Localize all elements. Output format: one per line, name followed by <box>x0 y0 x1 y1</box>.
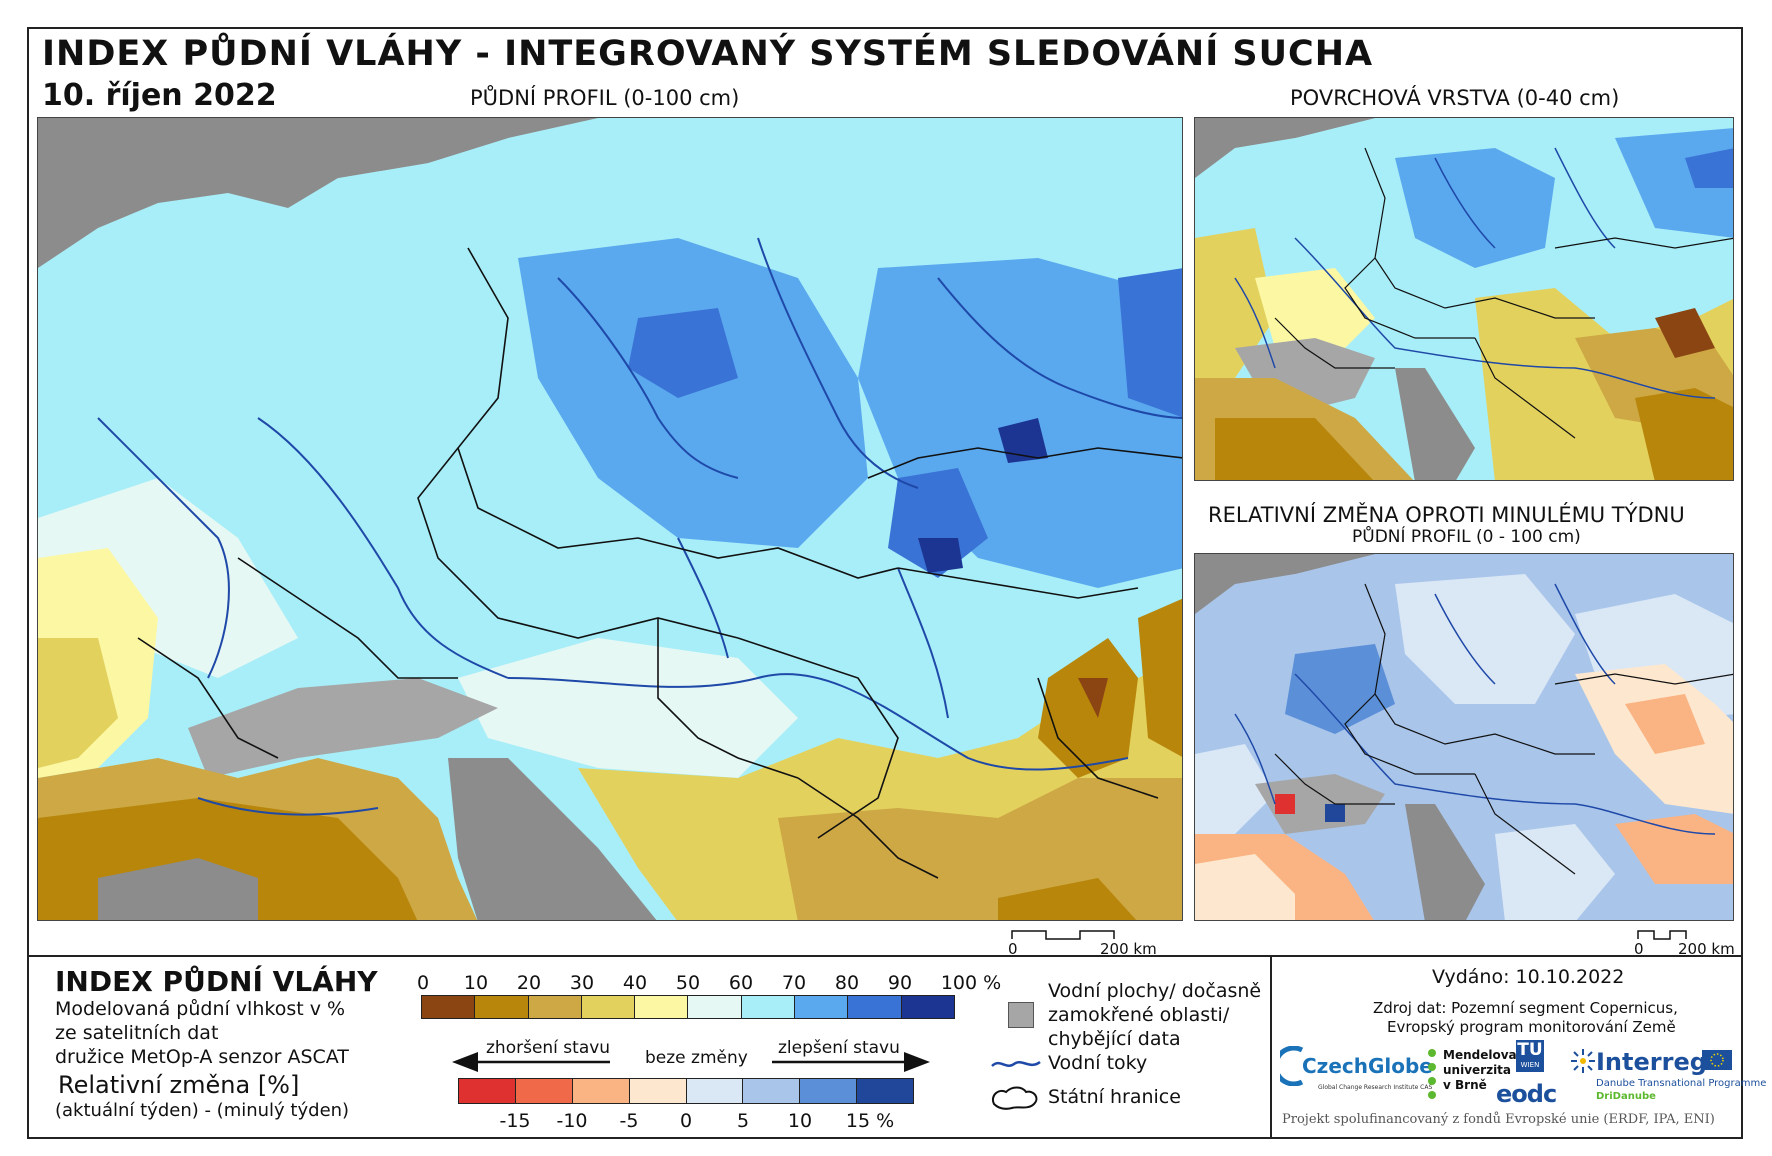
change-legend-title: Relativní změna [%] <box>58 1071 300 1099</box>
moisture-tick: 0 <box>416 972 430 994</box>
arrow-nochange-label: beze změny <box>645 1048 748 1068</box>
key-rivers-label: Vodní toky <box>1048 1052 1148 1074</box>
change-color-swatch <box>743 1079 801 1103</box>
change-color-swatch <box>572 1079 630 1103</box>
change-color-swatch <box>629 1079 687 1103</box>
change-color-swatch <box>459 1079 516 1103</box>
source-line-1: Zdroj dat: Pozemní segment Copernicus, <box>1373 999 1678 1017</box>
legend-panel <box>27 955 1743 1139</box>
change-tick: 5 <box>736 1110 750 1132</box>
moisture-tick: 100 % <box>940 972 1002 994</box>
moisture-color-swatch <box>741 996 796 1018</box>
moisture-tick: 40 <box>622 972 648 994</box>
moisture-tick: 50 <box>675 972 701 994</box>
main-scalebar-zero: 0 <box>1008 940 1018 958</box>
eu-flag-icon <box>1702 1050 1732 1070</box>
change-tick: -10 <box>556 1110 588 1132</box>
moisture-color-swatch <box>475 996 529 1018</box>
change-color-swatch <box>800 1079 858 1103</box>
change-color-swatch <box>515 1079 573 1103</box>
change-map-caption: RELATIVNÍ ZMĚNA OPROTI MINULÉMU TÝDNU <box>1208 503 1685 527</box>
main-scalebar <box>1010 928 1150 942</box>
main-scalebar-length: 200 km <box>1100 940 1157 958</box>
change-color-ramp <box>458 1078 914 1104</box>
key-water-line-3: chybějící data <box>1048 1028 1181 1050</box>
change-tick: 15 % <box>845 1110 895 1132</box>
water-area-swatch <box>1008 1002 1034 1028</box>
moisture-color-swatch <box>422 996 476 1018</box>
change-tick: -15 <box>499 1110 531 1132</box>
key-water-line-1: Vodní plochy/ dočasně <box>1048 980 1262 1002</box>
moisture-tick: 60 <box>728 972 754 994</box>
change-tick: 10 <box>787 1110 813 1132</box>
moisture-color-swatch <box>528 996 582 1018</box>
main-soil-moisture-map <box>37 117 1183 921</box>
eodc-logo: eodc <box>1496 1080 1557 1108</box>
relative-change-map <box>1194 553 1734 921</box>
change-color-swatch <box>686 1079 744 1103</box>
side-scalebar-length: 200 km <box>1678 940 1735 958</box>
issued-date: Vydáno: 10.10.2022 <box>1432 966 1625 988</box>
moisture-tick: 30 <box>569 972 595 994</box>
legend-divider <box>1270 955 1272 1139</box>
change-tick-labels: -15 -10 -5 0 5 10 15 % <box>458 1110 914 1132</box>
main-map-caption: PŮDNÍ PROFIL (0-100 cm) <box>470 86 740 110</box>
moisture-tick: 80 <box>834 972 860 994</box>
page-title: INDEX PŮDNÍ VLÁHY - INTEGROVANÝ SYSTÉM S… <box>42 34 1374 74</box>
moisture-tick: 20 <box>516 972 542 994</box>
arrow-worse-label: zhoršení stavu <box>486 1038 611 1058</box>
surface-map-caption: POVRCHOVÁ VRSTVA (0-40 cm) <box>1290 86 1620 110</box>
legend-desc-line-1: Modelovaná půdní vlhkost v % <box>55 998 346 1020</box>
moisture-color-swatch <box>901 996 954 1018</box>
legend-title: INDEX PŮDNÍ VLÁHY <box>55 965 378 998</box>
moisture-tick-labels: 0 10 20 30 40 50 60 70 80 90 100 % <box>417 972 1001 994</box>
source-line-2: Evropský program monitorování Země <box>1387 1018 1676 1036</box>
moisture-color-swatch <box>635 996 689 1018</box>
moisture-tick: 90 <box>887 972 913 994</box>
map-date: 10. říjen 2022 <box>42 78 277 113</box>
change-legend-desc: (aktuální týden) - (minulý týden) <box>55 1100 350 1121</box>
key-water-line-2: zamokřené oblasti/ <box>1048 1004 1230 1026</box>
moisture-color-swatch <box>848 996 902 1018</box>
legend-desc-line-3: družice MetOp-A senzor ASCAT <box>55 1046 349 1068</box>
tu-wien-logo: TU WIEN <box>1516 1040 1544 1072</box>
surface-layer-map <box>1194 117 1734 481</box>
moisture-color-ramp <box>421 995 955 1019</box>
arrow-right-icon <box>772 1052 930 1072</box>
arrow-better-label: zlepšení stavu <box>778 1038 900 1058</box>
moisture-color-swatch <box>581 996 636 1018</box>
funding-note: Projekt spolufinancovaný z fondů Evropsk… <box>1282 1112 1715 1127</box>
side-scalebar <box>1636 928 1716 942</box>
legend-desc-line-2: ze satelitních dat <box>55 1022 219 1044</box>
river-symbol-icon <box>991 1060 1041 1067</box>
border-symbol-icon <box>992 1086 1038 1110</box>
change-tick: 0 <box>679 1110 693 1132</box>
change-tick: -5 <box>619 1110 639 1132</box>
moisture-color-swatch <box>688 996 742 1018</box>
side-scalebar-zero: 0 <box>1634 940 1644 958</box>
moisture-tick: 10 <box>463 972 489 994</box>
arrow-left-icon <box>452 1052 610 1072</box>
moisture-color-swatch <box>795 996 849 1018</box>
key-borders-label: Státní hranice <box>1048 1086 1181 1108</box>
change-map-subcaption: PŮDNÍ PROFIL (0 - 100 cm) <box>1352 527 1581 547</box>
moisture-tick: 70 <box>781 972 807 994</box>
change-color-swatch <box>857 1079 913 1103</box>
